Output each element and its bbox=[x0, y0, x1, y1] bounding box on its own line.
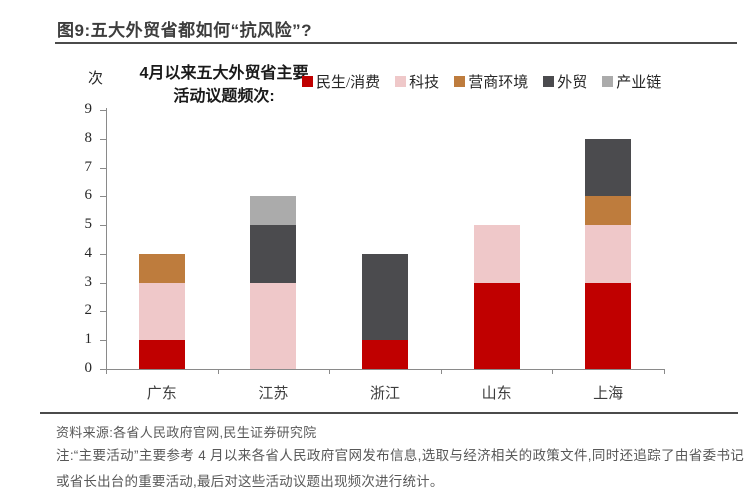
y-axis-tick-label: 9 bbox=[84, 101, 93, 117]
y-axis-tick bbox=[100, 225, 106, 227]
legend-item: 科技 bbox=[395, 71, 439, 92]
bar-segment bbox=[138, 253, 185, 283]
legend-item: 营商环境 bbox=[454, 71, 528, 92]
bar-segment bbox=[250, 225, 297, 283]
x-axis-tick bbox=[440, 369, 442, 374]
legend-label: 民生/消费 bbox=[316, 75, 381, 91]
legend-label: 营商环境 bbox=[468, 75, 529, 91]
bar-segment bbox=[362, 253, 408, 341]
y-axis-tick-label: 0 bbox=[84, 360, 93, 376]
x-axis-label: 江苏 bbox=[258, 386, 289, 402]
y-axis-tick bbox=[100, 340, 106, 342]
x-axis-tick bbox=[664, 369, 665, 374]
x-axis-line bbox=[106, 369, 664, 370]
bar-segment bbox=[250, 196, 297, 226]
title-divider bbox=[55, 42, 737, 44]
bar-segment bbox=[585, 196, 632, 226]
legend-swatch-icon bbox=[395, 76, 407, 87]
y-axis-tick bbox=[100, 282, 106, 284]
x-axis-tick bbox=[329, 369, 331, 374]
bar-segment bbox=[138, 282, 185, 341]
method-note: 注:“主要活动”主要参考 4 月以来各省人民政府官网发布信息,选取与经济相关的政… bbox=[56, 448, 744, 489]
y-axis-tick-label: 1 bbox=[84, 331, 93, 348]
y-axis-tick-label: 5 bbox=[84, 216, 93, 233]
x-axis-label: 浙江 bbox=[369, 386, 400, 402]
figure-title: 图9:五大外贸省都如何“抗风险”? bbox=[57, 21, 312, 40]
x-axis-tick bbox=[217, 369, 219, 374]
bar-segment bbox=[585, 225, 632, 283]
y-axis-tick-label: 7 bbox=[84, 158, 93, 175]
x-axis-label: 上海 bbox=[593, 386, 624, 402]
y-axis-tick-label: 6 bbox=[84, 187, 93, 204]
bar-segment bbox=[473, 225, 520, 283]
x-axis-label: 山东 bbox=[481, 386, 512, 402]
source-note: 资料来源:各省人民政府官网,民生证券研究院 bbox=[56, 425, 317, 440]
bar-segment bbox=[473, 282, 520, 369]
y-axis-tick-label: 3 bbox=[84, 273, 93, 290]
y-axis-tick-label: 2 bbox=[84, 302, 93, 319]
footer-divider bbox=[40, 412, 738, 414]
legend-item: 民生/消费 bbox=[302, 71, 380, 92]
x-axis-tick bbox=[552, 369, 554, 374]
y-axis-tick bbox=[100, 167, 106, 169]
legend-swatch-icon bbox=[602, 76, 614, 87]
legend-label: 科技 bbox=[409, 75, 440, 91]
bar-segment bbox=[138, 340, 185, 369]
y-axis-tick-label: 4 bbox=[84, 244, 93, 261]
legend-swatch-icon bbox=[302, 76, 313, 87]
bar-segment bbox=[362, 340, 408, 369]
y-axis-tick bbox=[100, 110, 106, 111]
y-axis-tick bbox=[100, 196, 106, 198]
legend-label: 外贸 bbox=[557, 75, 588, 91]
y-axis-line bbox=[106, 108, 107, 370]
legend-item: 外贸 bbox=[543, 71, 587, 92]
y-axis-tick bbox=[100, 138, 106, 140]
chart-legend: 民生/消费 科技 营商环境 外贸 产业链 bbox=[302, 71, 742, 92]
y-axis-unit-label: 次 bbox=[88, 71, 104, 87]
bar-segment bbox=[585, 138, 632, 197]
legend-label: 产业链 bbox=[616, 75, 662, 91]
chart-title: 4月以来五大外贸省主要活动议题频次: bbox=[139, 65, 309, 105]
x-axis-tick bbox=[106, 369, 107, 374]
y-axis-tick bbox=[100, 311, 106, 313]
x-axis-label: 广东 bbox=[146, 386, 177, 402]
y-axis-tick bbox=[100, 369, 106, 370]
legend-swatch-icon bbox=[543, 76, 555, 87]
bar-segment bbox=[585, 282, 632, 369]
legend-item: 产业链 bbox=[602, 71, 661, 92]
bar-segment bbox=[250, 282, 297, 369]
y-axis-tick bbox=[100, 253, 106, 255]
legend-swatch-icon bbox=[454, 76, 466, 87]
y-axis-tick-label: 8 bbox=[84, 129, 93, 146]
